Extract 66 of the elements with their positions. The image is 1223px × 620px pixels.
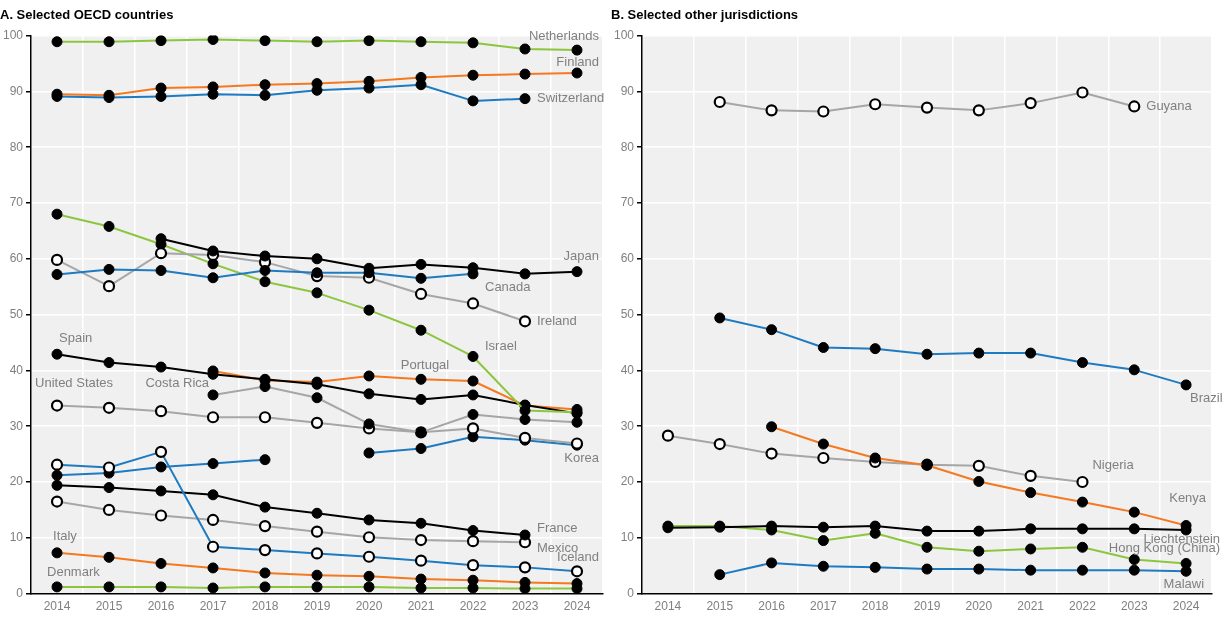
chart-title: B. Selected other jurisdictions	[611, 7, 799, 23]
x-tick-label: 2022	[1069, 599, 1097, 614]
x-tick-label: 2018	[861, 599, 889, 614]
x-tick-label: 2022	[459, 599, 487, 614]
x-tick-label: 2017	[810, 599, 838, 614]
x-tick-label: 2023	[1120, 599, 1148, 614]
y-tick-label: 80	[9, 139, 24, 154]
series-label: Israel	[485, 338, 517, 354]
series-label: Italy	[53, 528, 78, 544]
y-tick-label: 100	[613, 27, 635, 42]
y-tick-label: 70	[9, 195, 24, 210]
x-tick-label: 2021	[407, 599, 435, 614]
x-tick-label: 2024	[563, 599, 591, 614]
x-tick-label: 2021	[1017, 599, 1045, 614]
x-tick-label: 2015	[95, 599, 123, 614]
series-label: Spain	[59, 329, 93, 345]
series-label: Netherlands	[528, 27, 600, 43]
series-label: Canada	[485, 279, 532, 295]
series-label: Ireland	[537, 312, 577, 328]
x-tick-label: 2020	[355, 599, 383, 614]
series-label: Switzerland	[537, 90, 605, 106]
series-label: United States	[35, 375, 114, 391]
y-tick-label: 40	[9, 362, 24, 377]
series-label: Japan	[563, 248, 599, 264]
chart-title: A. Selected OECD countries	[0, 7, 174, 23]
series-label: Denmark	[47, 564, 101, 580]
x-tick-label: 2016	[758, 599, 786, 614]
y-tick-label: 50	[620, 306, 635, 321]
y-tick-label: 30	[9, 418, 24, 433]
series-label: Korea	[564, 449, 600, 465]
series-label: Kenya	[1169, 490, 1207, 506]
x-tick-label: 2015	[706, 599, 734, 614]
x-tick-label: 2019	[303, 599, 331, 614]
y-tick-label: 20	[620, 474, 635, 489]
y-tick-label: 90	[620, 83, 635, 98]
series-label: Nigeria	[1092, 456, 1135, 472]
x-tick-label: 2018	[251, 599, 279, 614]
y-tick-label: 0	[627, 585, 635, 600]
y-tick-label: 90	[9, 83, 24, 98]
series-label: Malawi	[1163, 575, 1205, 591]
series-label: France	[537, 519, 578, 535]
series-label: Brazil	[1190, 390, 1223, 406]
x-tick-label: 2020	[965, 599, 993, 614]
series-label: Guyana	[1146, 98, 1193, 114]
y-tick-label: 60	[9, 251, 24, 266]
y-tick-label: 100	[2, 27, 24, 42]
y-tick-label: 80	[620, 139, 635, 154]
series-label: Costa Rica	[145, 374, 210, 390]
y-tick-label: 70	[620, 195, 635, 210]
y-tick-label: 40	[620, 362, 635, 377]
y-tick-label: 60	[620, 251, 635, 266]
y-tick-label: 20	[9, 474, 24, 489]
series-label: Finland	[556, 53, 599, 69]
x-tick-label: 2017	[199, 599, 227, 614]
series-label: Portugal	[400, 356, 450, 372]
y-tick-label: 10	[620, 530, 635, 545]
y-tick-label: 10	[9, 530, 24, 545]
x-tick-label: 2014	[654, 599, 682, 614]
x-tick-label: 2019	[913, 599, 941, 614]
y-tick-label: 30	[620, 418, 635, 433]
x-tick-label: 2016	[147, 599, 175, 614]
x-tick-label: 2024	[1172, 599, 1200, 614]
x-tick-label: 2023	[511, 599, 539, 614]
y-tick-label: 0	[16, 585, 24, 600]
y-tick-label: 50	[9, 306, 24, 321]
x-tick-label: 2014	[43, 599, 71, 614]
